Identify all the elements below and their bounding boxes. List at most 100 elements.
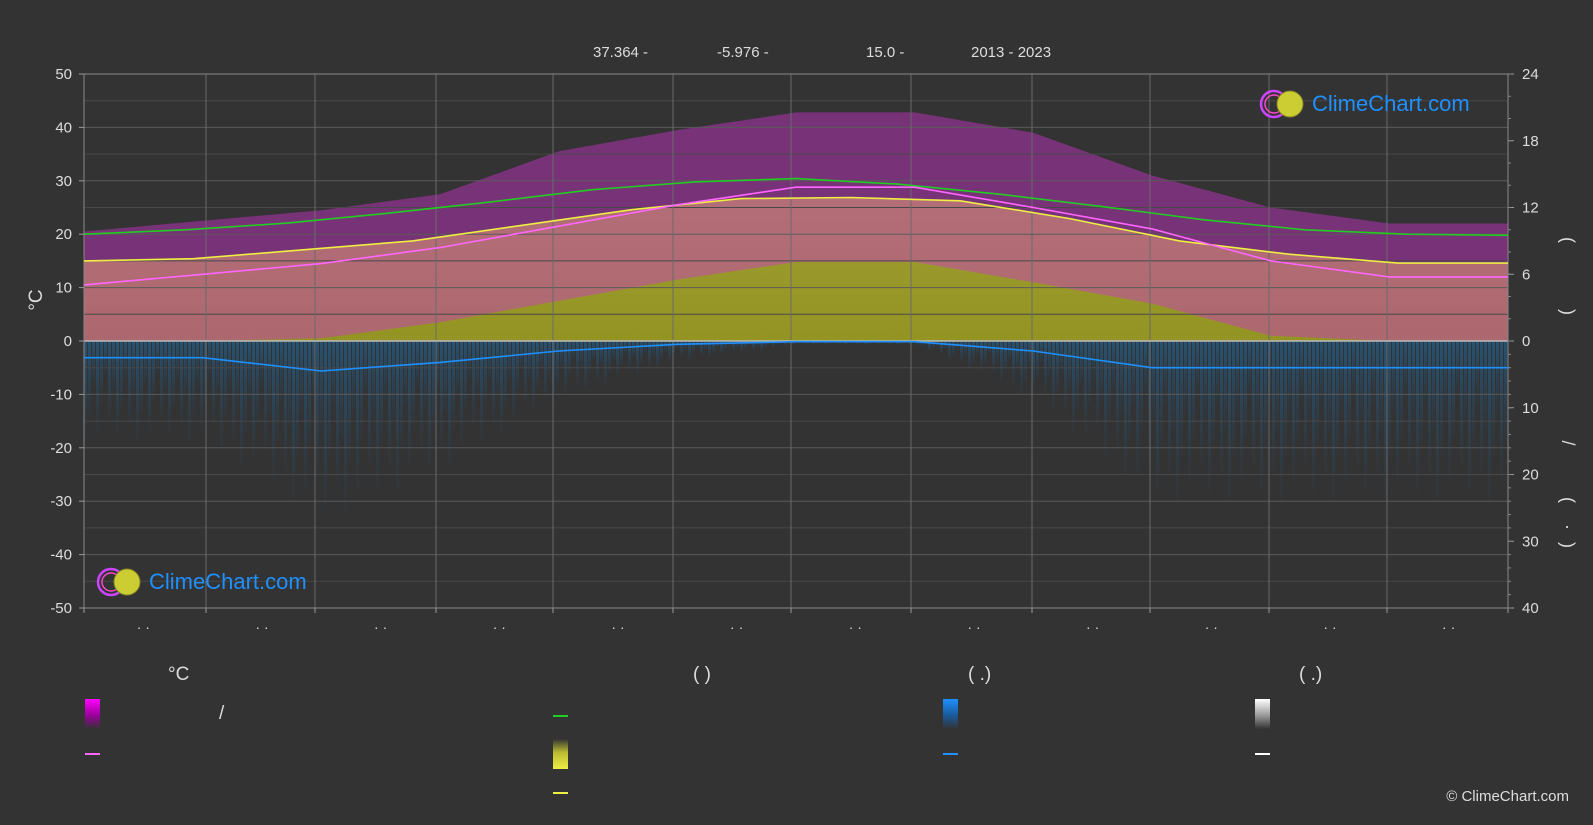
logo-text: ClimeChart.com xyxy=(1312,91,1470,116)
precip-bar xyxy=(512,341,515,419)
precip-bar xyxy=(724,341,727,350)
max-temp-line xyxy=(83,186,1508,286)
logo-top[interactable]: ClimeChart.com xyxy=(1258,88,1470,120)
precip-bar xyxy=(180,341,183,425)
precip-bar xyxy=(1244,341,1247,439)
precip-bar xyxy=(1164,341,1167,404)
precip-bar xyxy=(120,341,123,408)
precip-bar xyxy=(488,341,491,381)
precip-bar xyxy=(644,341,647,354)
precip-bar xyxy=(1136,341,1139,472)
precip-bar xyxy=(1504,341,1507,439)
precip-bar xyxy=(340,341,343,437)
precip-bar xyxy=(964,341,967,357)
precip-bar xyxy=(1120,341,1123,415)
daylight-line xyxy=(83,177,1509,237)
copyright: © ClimeChart.com xyxy=(1446,788,1569,805)
precip-bar xyxy=(612,341,615,360)
precip-bar xyxy=(1004,341,1007,372)
precip-bar xyxy=(1388,341,1391,457)
precip-bar xyxy=(976,341,979,356)
precip-bar xyxy=(1084,341,1087,433)
precip-bar xyxy=(1304,341,1307,466)
legend-sunshine-swatch xyxy=(553,739,568,769)
precip-bar xyxy=(584,341,587,390)
precip-bar xyxy=(656,341,659,369)
precip-bar xyxy=(392,341,395,424)
precip-bar xyxy=(776,341,779,346)
precip-bar xyxy=(344,341,347,512)
precip-bar xyxy=(432,341,435,429)
precip-bar xyxy=(444,341,447,411)
precip-bar xyxy=(396,341,399,489)
precip-bar xyxy=(932,341,935,349)
precip-bar xyxy=(372,341,375,420)
y-right-hours-tick-label: 18 xyxy=(1522,133,1539,150)
precip-bar xyxy=(1260,341,1263,493)
precip-bar xyxy=(288,341,291,429)
precip-bar xyxy=(300,341,303,415)
precip-bar xyxy=(504,341,507,407)
precip-bar xyxy=(228,341,231,387)
precip-bar xyxy=(1060,341,1063,374)
y-left-tick-label: -20 xyxy=(50,440,72,457)
precip-bar xyxy=(1496,341,1499,413)
precip-bar xyxy=(1276,341,1279,430)
precip-bar xyxy=(752,341,755,350)
x-tick-label: · · xyxy=(374,619,387,635)
precip-bar xyxy=(252,341,255,460)
y-left-tick-label: 50 xyxy=(55,66,72,83)
y-right-hours-tick-label: 6 xyxy=(1522,266,1530,283)
precip-bar xyxy=(1152,341,1155,422)
precip-bar xyxy=(1372,341,1375,404)
precip-bar xyxy=(604,341,607,386)
precip-bar xyxy=(992,341,995,373)
precip-bar xyxy=(316,341,319,479)
x-tick-label: · · xyxy=(1442,619,1455,635)
precip-bar xyxy=(336,341,339,486)
precip-bar xyxy=(896,341,899,345)
y-right-precip-tick-label: 20 xyxy=(1522,467,1539,484)
precip-bar xyxy=(1132,341,1135,405)
precip-bar xyxy=(628,341,631,370)
precip-bar xyxy=(1400,341,1403,439)
precip-bar xyxy=(1224,341,1227,430)
precip-bar xyxy=(1220,341,1223,475)
x-tick-label: · · xyxy=(611,619,624,635)
precip-bar xyxy=(1200,341,1203,466)
precip-bar xyxy=(160,341,163,419)
legend-temp-range-swatch xyxy=(85,699,100,729)
precip-bar xyxy=(408,341,411,468)
precip-bar xyxy=(284,341,287,471)
precip-bar xyxy=(920,341,923,346)
precip-bar xyxy=(564,341,567,393)
precip-bar xyxy=(1100,341,1103,400)
precip-bar xyxy=(1240,341,1243,484)
precip-bar xyxy=(352,341,355,416)
precip-bar xyxy=(1124,341,1127,478)
precip-bar xyxy=(660,341,663,360)
precip-bar xyxy=(184,341,187,397)
y-right-precip-tick-label: 10 xyxy=(1522,400,1539,417)
precip-bar xyxy=(1168,341,1171,475)
precip-bar xyxy=(772,341,775,348)
precip-bar xyxy=(528,341,531,380)
precip-bar xyxy=(1364,341,1367,493)
precip-bar xyxy=(308,341,311,446)
precip-bar xyxy=(712,341,715,353)
y-left-tick-label: 40 xyxy=(55,119,72,136)
precip-bar xyxy=(1180,341,1183,457)
sunshine-line xyxy=(83,196,1508,264)
precip-bar xyxy=(144,341,147,386)
precip-bar xyxy=(1444,341,1447,413)
precip-bar xyxy=(484,341,487,410)
precip-bar xyxy=(1140,341,1143,433)
precip-bar xyxy=(232,341,235,441)
precip-bar xyxy=(1324,341,1327,475)
precip-bar xyxy=(400,341,403,447)
x-tick-label: · · xyxy=(255,619,268,635)
precip-bar xyxy=(1252,341,1255,466)
logo-bottom[interactable]: ClimeChart.com xyxy=(95,566,307,598)
precip-bar xyxy=(1308,341,1311,422)
precip-bar xyxy=(1408,341,1411,466)
